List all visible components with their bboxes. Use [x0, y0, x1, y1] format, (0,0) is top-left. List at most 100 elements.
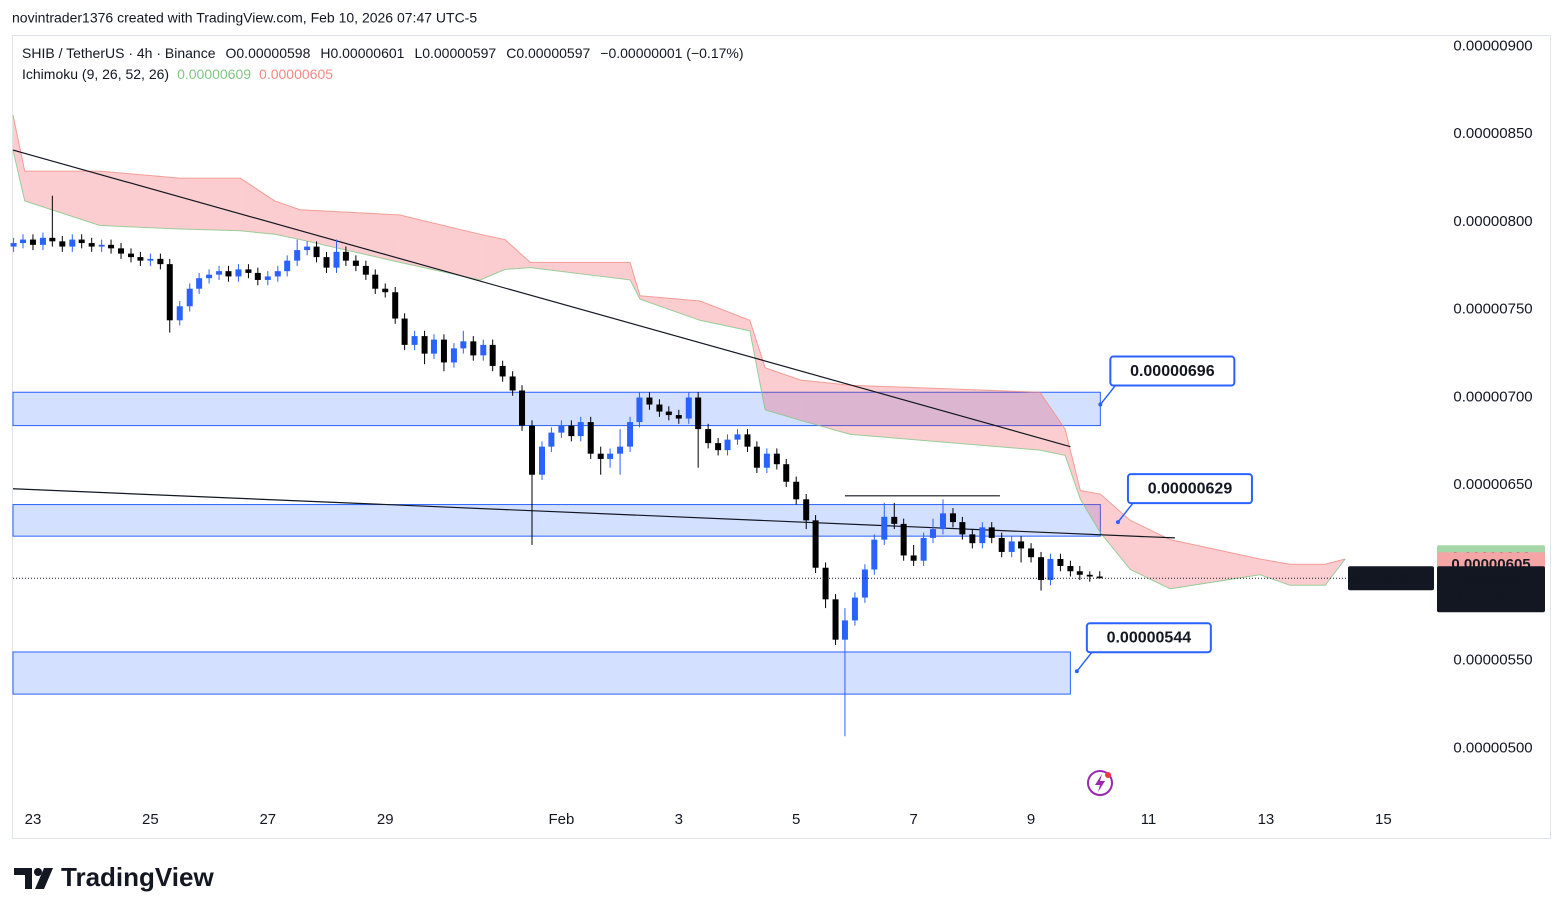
callout-label: 0.00000696	[1130, 363, 1215, 380]
candle-body	[568, 425, 575, 437]
candle-body	[264, 276, 271, 280]
cloud-segment	[640, 295, 700, 321]
candle-body	[705, 429, 712, 444]
candle-body	[998, 537, 1005, 552]
candle-body	[577, 422, 584, 437]
candle-body	[392, 292, 399, 319]
logo-dot	[34, 868, 42, 876]
last-price-badge-bg	[1437, 566, 1545, 613]
cloud-segment	[13, 114, 25, 201]
candle-body	[900, 523, 907, 556]
candle-body	[920, 537, 927, 561]
y-tick-label: 0.00000850	[1453, 125, 1532, 142]
candle-body	[979, 527, 986, 544]
icon-bolt	[1095, 774, 1105, 792]
callout-pointer	[1076, 651, 1093, 672]
candle-body	[29, 239, 36, 245]
candle-body	[910, 555, 917, 561]
cloud-segment	[530, 262, 631, 280]
candle-body	[851, 597, 858, 621]
candle-body	[69, 239, 76, 247]
candle-body	[10, 243, 17, 247]
candle-body	[59, 241, 66, 247]
candle-body	[519, 390, 526, 426]
candle-body	[499, 365, 506, 377]
candle-body	[460, 341, 467, 349]
countdown: 03:12:35	[1447, 591, 1505, 608]
candle-body	[157, 258, 164, 265]
zone	[12, 504, 1101, 537]
candle-body	[959, 522, 966, 535]
y-tick-label: 0.00000700	[1453, 388, 1532, 405]
callout-box	[1126, 473, 1253, 505]
candle-body	[675, 415, 682, 419]
candle-body	[1086, 574, 1093, 577]
candle-body	[128, 253, 135, 258]
y-tick-label: 0.00000550	[1453, 652, 1532, 669]
candle-body	[1038, 557, 1045, 581]
callout-label: 0.00000629	[1148, 480, 1233, 497]
x-tick-label: 7	[909, 811, 917, 828]
zone	[12, 391, 1101, 427]
last-price-badge: 0.00000597	[1451, 570, 1530, 587]
cloud-segment	[699, 300, 750, 331]
indicator-label: Ichimoku (9, 26, 52, 26)	[22, 66, 169, 82]
candle-body	[969, 534, 976, 544]
cloud-segment	[1289, 564, 1326, 586]
candle-body	[753, 446, 760, 468]
candle-body	[245, 269, 252, 273]
candle-body	[597, 453, 604, 459]
cloud-segment	[800, 379, 851, 435]
candle-body	[548, 432, 555, 447]
candle-body	[930, 529, 937, 538]
candle-body	[313, 246, 320, 258]
x-tick-label: 25	[142, 811, 159, 828]
candle-body	[421, 336, 428, 354]
candle-body	[411, 336, 418, 345]
candle-body	[783, 464, 790, 482]
callout-box	[1085, 622, 1212, 654]
cloud-segment	[274, 200, 301, 240]
candle-body	[988, 527, 995, 538]
candle-body	[803, 499, 810, 521]
chart-frame	[12, 35, 1551, 839]
candle-body	[489, 344, 496, 366]
candle-body	[372, 274, 379, 289]
candle-body	[1047, 558, 1054, 581]
candle-body	[440, 339, 447, 363]
symbol-tag-bg	[1348, 566, 1434, 591]
icon-dot	[1105, 772, 1111, 778]
candle-body	[793, 481, 800, 500]
candle-body	[304, 246, 311, 251]
cloud-segment	[240, 178, 275, 235]
candle-body	[822, 567, 829, 600]
logo-mark	[14, 868, 32, 889]
x-tick-label: 3	[675, 811, 683, 828]
trendline	[12, 149, 1071, 448]
candle-body	[939, 513, 946, 530]
candle-body	[342, 251, 349, 261]
zone	[12, 651, 1071, 695]
candle-body	[19, 239, 26, 244]
candle-body	[538, 446, 545, 475]
ohlc-change: −0.00000001 (−0.17%)	[600, 45, 743, 61]
x-tick-label: 9	[1027, 811, 1035, 828]
candle-body	[294, 250, 301, 261]
candle-body	[176, 306, 183, 321]
candle-body	[333, 251, 340, 268]
candle-body	[98, 244, 105, 247]
candle-body	[235, 269, 242, 277]
candle-body	[607, 453, 614, 459]
candle-body	[558, 425, 565, 433]
candle-body	[49, 237, 56, 242]
y-tick-label: 0.00000800	[1453, 213, 1532, 230]
candle-body	[1096, 576, 1103, 579]
legend-line: SHIB / TetherUS · 4h · Binance O0.0000059…	[22, 45, 744, 61]
candle-body	[137, 257, 144, 261]
candle-body	[1076, 571, 1083, 575]
candle-body	[352, 260, 359, 266]
candle-body	[1018, 541, 1025, 549]
x-tick-label: 29	[377, 811, 394, 828]
